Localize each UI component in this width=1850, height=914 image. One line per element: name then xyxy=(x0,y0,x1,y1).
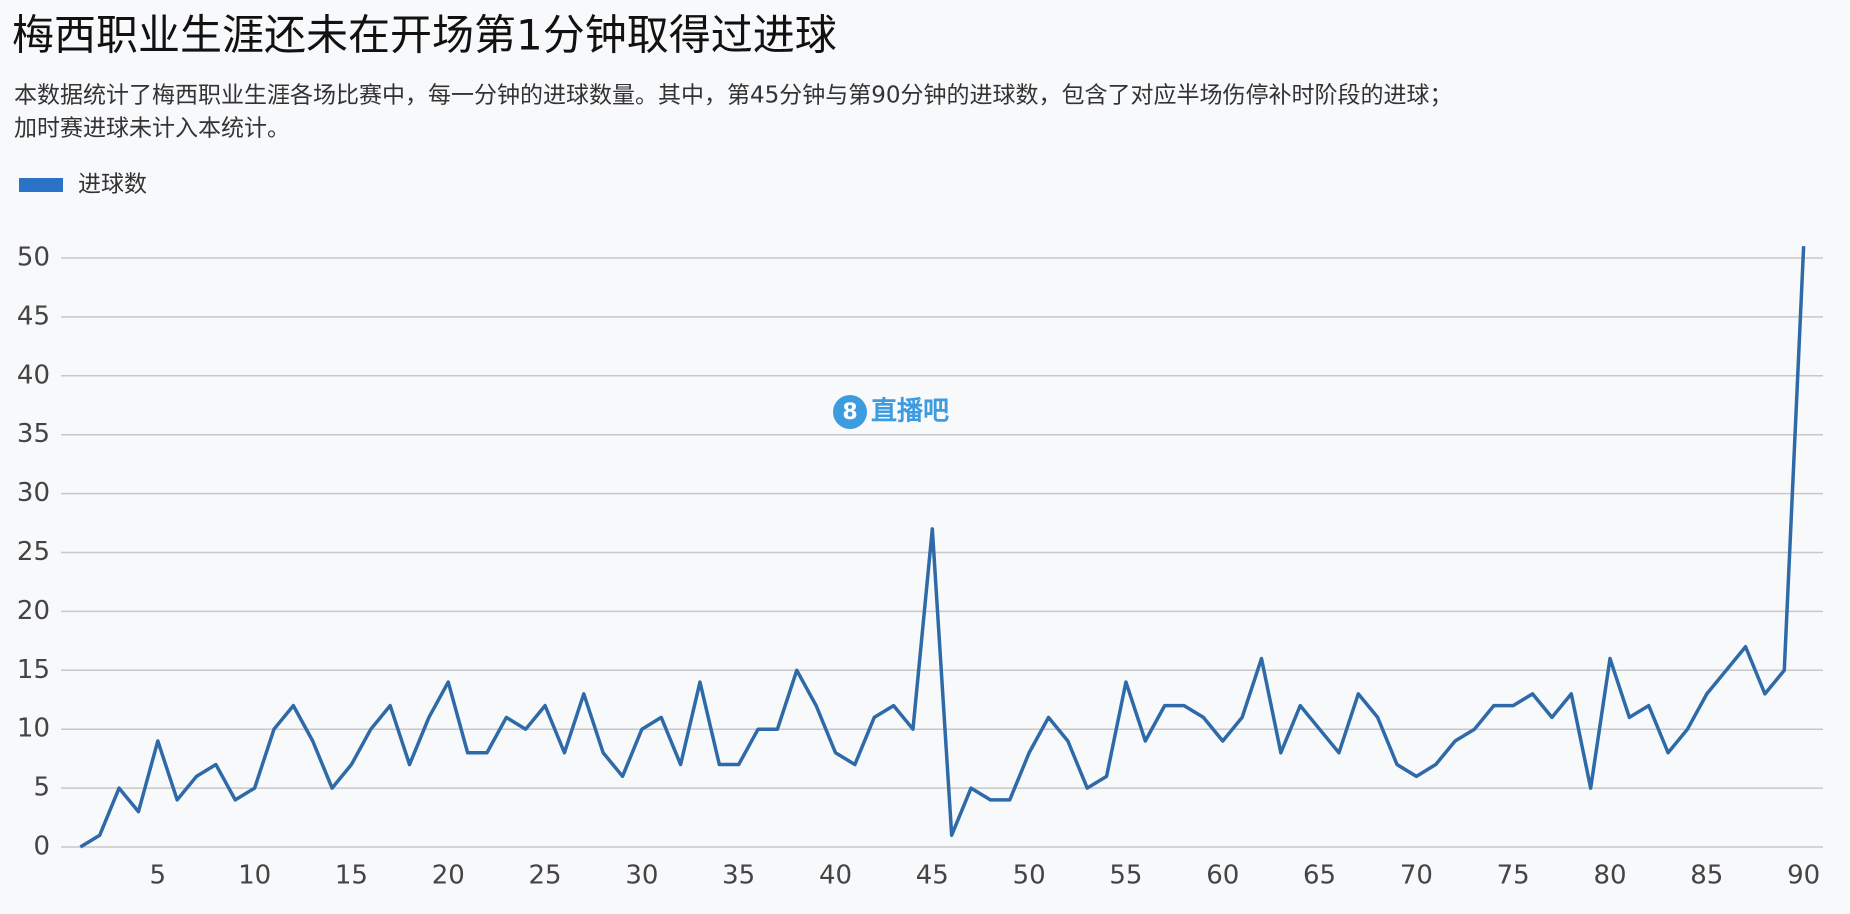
y-tick-label: 5 xyxy=(33,773,50,803)
chart-title: 梅西职业生涯还未在开场第1分钟取得过进球 xyxy=(12,11,837,60)
x-tick-label: 90 xyxy=(1787,861,1820,891)
y-tick-label: 45 xyxy=(17,301,50,331)
x-tick-label: 45 xyxy=(916,861,949,891)
x-tick-label: 55 xyxy=(1109,861,1142,891)
x-tick-label: 60 xyxy=(1206,861,1239,891)
chart-subtitle: 本数据统计了梅西职业生涯各场比赛中，每一分钟的进球数量。其中，第45分钟与第90… xyxy=(14,83,1453,109)
x-tick-label: 80 xyxy=(1593,861,1626,891)
watermark-icon xyxy=(833,395,867,429)
y-tick-label: 15 xyxy=(17,655,50,685)
x-tick-label: 40 xyxy=(819,861,852,891)
watermark-text: 直播吧 xyxy=(871,397,949,427)
y-tick-label: 50 xyxy=(17,243,50,273)
y-tick-label: 10 xyxy=(17,714,50,744)
y-tick-label: 30 xyxy=(17,478,50,508)
y-tick-label: 40 xyxy=(17,360,50,390)
y-tick-label: 25 xyxy=(17,537,50,567)
x-tick-label: 20 xyxy=(432,861,465,891)
y-tick-label: 0 xyxy=(33,832,50,862)
x-tick-label: 85 xyxy=(1690,861,1723,891)
x-tick-label: 65 xyxy=(1303,861,1336,891)
chart-subtitle: 加时赛进球未计入本统计。 xyxy=(14,116,290,142)
y-tick-label: 20 xyxy=(17,596,50,626)
legend-swatch xyxy=(19,178,63,192)
x-tick-label: 5 xyxy=(150,861,167,891)
y-tick-label: 35 xyxy=(17,419,50,449)
x-tick-label: 15 xyxy=(335,861,368,891)
legend-label: 进球数 xyxy=(78,172,147,198)
x-tick-label: 50 xyxy=(1013,861,1046,891)
x-tick-label: 70 xyxy=(1400,861,1433,891)
x-tick-label: 35 xyxy=(722,861,755,891)
x-tick-label: 30 xyxy=(625,861,658,891)
watermark-icon-text: 8 xyxy=(842,400,857,425)
line xyxy=(79,246,1806,849)
x-tick-label: 75 xyxy=(1497,861,1530,891)
watermark: 8 直播吧 xyxy=(833,395,949,429)
x-tick-label: 25 xyxy=(529,861,562,891)
x-tick-label: 10 xyxy=(238,861,271,891)
